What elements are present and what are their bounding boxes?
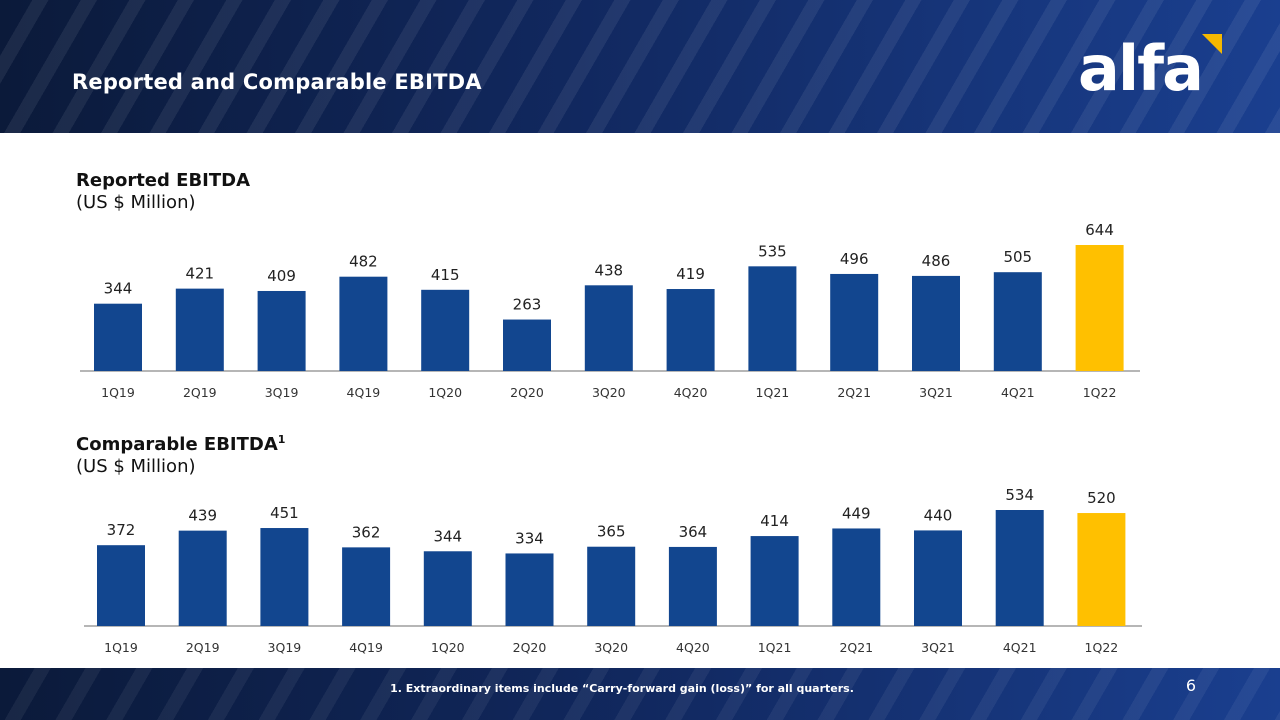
data-label-4Q20: 364 [679,523,708,541]
tick-label-3Q19: 3Q19 [265,385,299,400]
logo-accent-triangle [1202,34,1222,54]
bar-1Q19 [97,545,145,626]
data-label-4Q19: 482 [349,253,378,271]
footer-stripes [0,668,1280,720]
bar-4Q19 [339,276,388,371]
data-label-2Q20: 263 [513,296,542,314]
tick-label-1Q20: 1Q20 [431,640,465,655]
tick-label-1Q22: 1Q22 [1083,385,1117,400]
tick-label-1Q19: 1Q19 [104,640,138,655]
footnote-marker: 1 [277,433,286,446]
tick-label-4Q21: 4Q21 [1003,640,1037,655]
bar-4Q21 [995,510,1044,626]
tick-label-1Q21: 1Q21 [756,385,790,400]
bar-4Q20 [666,289,715,371]
bar-2Q20 [505,553,554,626]
tick-label-2Q21: 2Q21 [837,385,871,400]
bar-2Q19 [175,288,224,371]
bar-1Q19 [94,303,142,371]
comparable-ebitda-chart: 372 1Q19 439 2Q19 451 3Q19 362 4Q19 344 1Q20 334 2Q… [84,486,1142,655]
page-number: 6 [1185,676,1196,695]
tick-label-4Q20: 4Q20 [676,640,710,655]
comparable-chart-heading: Comparable EBITDA1 (US $ Million) [76,429,285,478]
bar-4Q21 [993,272,1042,371]
bar-2Q21 [832,528,881,626]
bar-3Q21 [912,275,960,371]
tick-label-2Q19: 2Q19 [183,385,217,400]
header-stripes [0,0,1280,133]
tick-label-4Q19: 4Q19 [349,640,383,655]
data-label-3Q20: 438 [594,261,623,279]
bar-1Q22 [1077,513,1126,626]
data-label-4Q20: 419 [676,265,705,283]
data-label-1Q20: 344 [433,527,462,545]
data-label-1Q21: 414 [760,512,789,530]
data-label-2Q21: 496 [840,250,869,268]
tick-label-1Q21: 1Q21 [758,640,792,655]
bar-4Q20 [668,546,717,626]
bar-2Q21 [830,273,879,371]
data-label-1Q21: 535 [758,242,787,260]
tick-label-1Q22: 1Q22 [1085,640,1119,655]
tick-label-2Q19: 2Q19 [186,640,220,655]
data-label-4Q21: 505 [1003,248,1032,266]
bar-1Q22 [1075,245,1124,371]
data-label-4Q21: 534 [1005,486,1034,504]
comparable-chart-title: Comparable EBITDA1 [76,433,286,455]
bar-1Q20 [423,551,472,626]
slide-header: Reported and Comparable EBITDA alfa [0,0,1280,133]
bar-3Q19 [257,290,306,371]
data-label-3Q19: 451 [270,504,299,522]
bar-3Q21 [914,530,962,626]
tick-label-2Q20: 2Q20 [510,385,544,400]
alfa-logo: alfa [1078,34,1228,108]
data-label-1Q22: 644 [1085,221,1114,239]
data-label-3Q19: 409 [267,267,296,285]
data-label-1Q19: 344 [104,280,133,298]
data-label-1Q19: 372 [107,521,136,539]
bar-4Q19 [342,547,391,626]
slide-footer: 1. Extraordinary items include “Carry-fo… [0,668,1280,720]
logo-wordmark: alfa [1078,32,1204,105]
data-label-2Q21: 449 [842,504,871,522]
reported-chart-title: Reported EBITDA [76,170,251,191]
tick-label-3Q21: 3Q21 [921,640,955,655]
bar-2Q19 [178,530,227,626]
data-label-3Q21: 440 [924,506,953,524]
bar-3Q20 [587,546,636,626]
bar-1Q20 [421,289,470,371]
tick-label-3Q19: 3Q19 [268,640,302,655]
data-label-2Q19: 421 [185,265,214,283]
data-label-3Q21: 486 [922,252,951,270]
reported-ebitda-chart: 344 1Q19 421 2Q19 409 3Q19 482 4Q19 415 1Q20 263 2Q… [80,221,1140,400]
tick-label-3Q20: 3Q20 [592,385,626,400]
bar-1Q21 [748,266,797,371]
data-label-2Q20: 334 [515,529,544,547]
tick-label-3Q20: 3Q20 [594,640,628,655]
data-label-3Q20: 365 [597,523,626,541]
bar-1Q21 [750,536,799,626]
tick-label-2Q21: 2Q21 [839,640,873,655]
tick-label-1Q20: 1Q20 [428,385,462,400]
tick-label-1Q19: 1Q19 [101,385,135,400]
slide-title: Reported and Comparable EBITDA [72,70,482,94]
tick-label-4Q20: 4Q20 [674,385,708,400]
tick-label-3Q21: 3Q21 [919,385,953,400]
tick-label-4Q19: 4Q19 [347,385,381,400]
tick-label-4Q21: 4Q21 [1001,385,1035,400]
data-label-1Q20: 415 [431,266,460,284]
bar-3Q20 [584,285,633,371]
tick-label-2Q20: 2Q20 [513,640,547,655]
bar-3Q19 [260,528,309,626]
footnote-text: 1. Extraordinary items include “Carry-fo… [390,682,854,695]
data-label-4Q19: 362 [352,523,381,541]
data-label-1Q22: 520 [1087,489,1116,507]
bar-2Q20 [503,319,551,371]
reported-chart-heading: Reported EBITDA (US $ Million) [76,170,250,214]
data-label-2Q19: 439 [188,507,217,525]
comparable-chart-subtitle: (US $ Million) [76,456,196,477]
reported-chart-subtitle: (US $ Million) [76,192,196,213]
